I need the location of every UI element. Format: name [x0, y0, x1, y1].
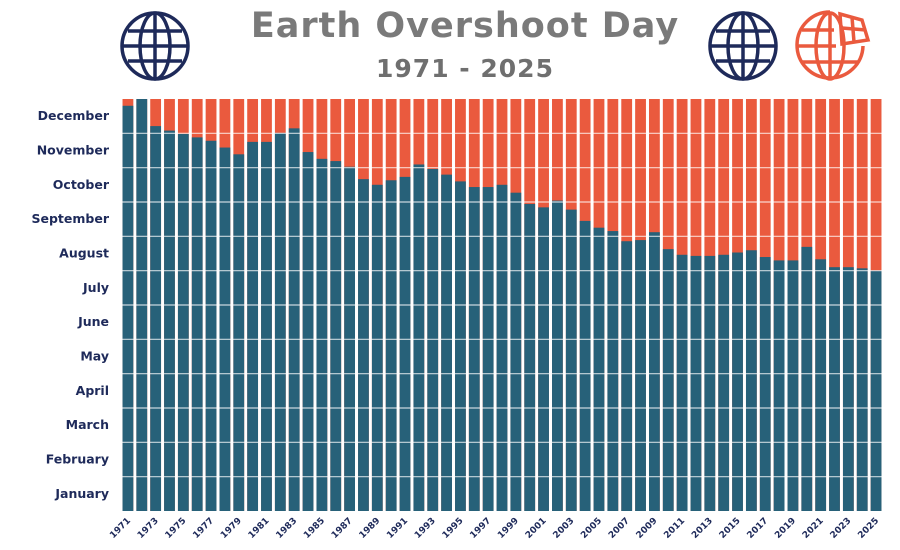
- year-tick-label: 2007: [607, 516, 632, 541]
- overshoot-day-bar: [164, 130, 175, 512]
- overshoot-day-bar: [385, 180, 397, 511]
- month-label: December: [38, 108, 110, 123]
- overshoot-day-bar: [288, 128, 300, 511]
- overshoot-day-bar: [524, 203, 536, 511]
- overshoot-day-bar: [441, 174, 452, 512]
- month-label: February: [46, 452, 109, 467]
- overshoot-day-bar: [621, 241, 633, 511]
- year-tick-label: 1985: [302, 516, 327, 541]
- month-label: May: [80, 349, 109, 364]
- broken-globe-icon: [795, 10, 871, 81]
- year-tick-label: 1979: [219, 516, 244, 541]
- year-tick-label: 1983: [275, 516, 300, 541]
- overshoot-day-bar: [856, 268, 868, 511]
- overshoot-day-bar: [358, 179, 369, 512]
- overshoot-day-bar: [745, 250, 757, 511]
- year-tick-label: 1971: [108, 516, 133, 541]
- overshoot-day-bar: [718, 254, 730, 511]
- overshoot-day-bar: [233, 154, 245, 512]
- overshoot-day-bar: [842, 267, 854, 511]
- overshoot-day-bar: [829, 267, 840, 511]
- overshoot-day-bar: [455, 181, 466, 511]
- year-tick-label: 2011: [662, 516, 687, 541]
- overshoot-day-bar: [330, 161, 342, 511]
- overshoot-day-bar: [510, 192, 522, 511]
- month-label: January: [54, 486, 109, 501]
- year-tick-label: 2025: [856, 516, 881, 541]
- overshoot-day-bar: [371, 184, 383, 511]
- year-tick-label: 1973: [136, 516, 161, 541]
- month-label: April: [76, 383, 109, 398]
- overshoot-day-bar: [247, 141, 259, 511]
- overshoot-day-bar: [274, 132, 286, 511]
- year-tick-label: 2023: [829, 516, 854, 541]
- year-tick-label: 2019: [773, 516, 798, 541]
- overshoot-day-bar: [815, 259, 827, 511]
- month-label: June: [77, 314, 109, 329]
- overshoot-day-bar: [690, 255, 702, 511]
- month-label: August: [59, 246, 109, 261]
- year-tick-label: 1995: [441, 516, 466, 541]
- overshoot-day-bar: [787, 260, 799, 511]
- year-tick-label: 2017: [746, 516, 771, 541]
- overshoot-day-bar: [177, 133, 189, 512]
- overshoot-day-bar: [579, 220, 591, 511]
- overshoot-day-bar: [565, 209, 577, 511]
- globe-icon: [708, 11, 778, 81]
- year-tick-label: 2021: [801, 516, 826, 541]
- overshoot-day-bar: [427, 168, 439, 511]
- overshoot-day-bar: [191, 137, 203, 511]
- overshoot-day-bar: [593, 227, 605, 512]
- year-tick-label: 2015: [718, 516, 743, 541]
- year-tick-label: 1999: [496, 516, 521, 541]
- overshoot-day-bar: [662, 249, 674, 511]
- overshoot-day-bar: [122, 105, 134, 511]
- overshoot-day-bar: [870, 270, 882, 511]
- year-tick-label: 1989: [358, 516, 383, 541]
- year-tick-label: 1987: [330, 516, 355, 541]
- overshoot-day-bar: [759, 257, 771, 511]
- year-tick-label: 1977: [191, 516, 216, 541]
- overshoot-day-bar: [468, 187, 480, 512]
- overshoot-day-bar: [732, 252, 743, 511]
- overshoot-day-bar: [552, 200, 563, 511]
- overshoot-day-bar: [801, 246, 813, 511]
- overshoot-day-bar: [648, 232, 660, 511]
- overshoot-day-bar: [676, 254, 688, 511]
- year-tick-label: 1997: [468, 516, 493, 541]
- globe-icon: [120, 11, 190, 81]
- chart-subtitle: 1971 - 2025: [376, 54, 554, 83]
- overshoot-day-bar: [205, 140, 217, 511]
- overshoot-day-bar: [399, 176, 411, 511]
- overshoot-day-bar: [635, 240, 646, 511]
- overshoot-day-bar: [219, 147, 231, 511]
- overshoot-day-bar: [538, 207, 549, 512]
- year-tick-label: 1981: [247, 516, 272, 541]
- month-label: July: [82, 280, 109, 295]
- year-tick-label: 2001: [524, 516, 549, 541]
- overshoot-day-bar: [150, 126, 162, 512]
- overshoot-day-bar: [607, 231, 619, 512]
- month-label: November: [37, 143, 110, 158]
- year-tick-label: 2013: [690, 516, 715, 541]
- chart-title: Earth Overshoot Day: [250, 6, 680, 46]
- overshoot-day-bar: [496, 184, 508, 511]
- year-tick-label: 2005: [579, 516, 604, 541]
- month-label: September: [32, 211, 110, 226]
- year-tick-label: 1991: [385, 516, 410, 541]
- month-label: October: [53, 177, 110, 192]
- overshoot-day-bar: [302, 152, 314, 511]
- overshoot-day-bar: [316, 158, 328, 512]
- overshoot-day-bar: [261, 141, 272, 511]
- overshoot-day-bar: [704, 255, 716, 511]
- year-tick-label: 1993: [413, 516, 438, 541]
- year-tick-label: 1975: [164, 516, 189, 541]
- overshoot-day-bar: [773, 260, 785, 511]
- year-tick-label: 2003: [552, 516, 577, 541]
- overshoot-day-bar: [413, 164, 425, 511]
- month-label: March: [66, 417, 109, 432]
- overshoot-day-bar: [482, 187, 494, 512]
- year-tick-label: 2009: [635, 516, 660, 541]
